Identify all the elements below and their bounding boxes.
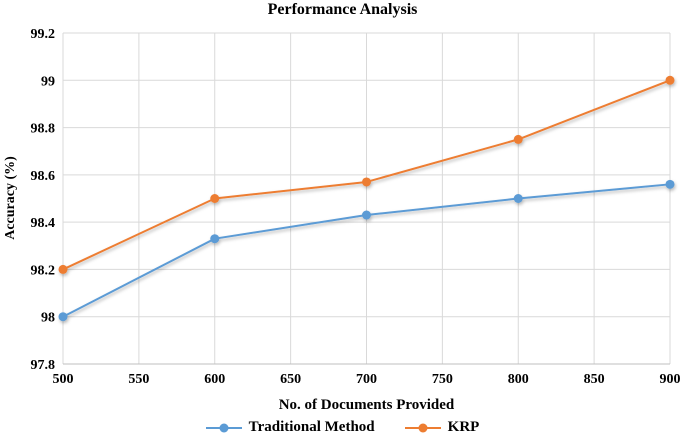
data-point-marker <box>210 234 220 244</box>
y-tick-label: 97.8 <box>31 358 56 373</box>
x-tick-label: 600 <box>204 372 225 387</box>
data-point-marker <box>665 75 675 85</box>
data-point-marker <box>58 312 68 322</box>
x-tick-label: 800 <box>508 372 529 387</box>
x-axis-title: No. of Documents Provided <box>278 397 455 413</box>
data-point-marker <box>362 210 371 220</box>
data-point-marker <box>210 194 220 203</box>
x-tick-label: 550 <box>128 372 149 387</box>
data-point-marker <box>513 194 523 203</box>
data-point-marker <box>513 134 523 144</box>
chart-title: Performance Analysis <box>267 1 418 18</box>
y-tick-label: 98.2 <box>31 263 56 278</box>
y-tick-label: 99 <box>41 74 55 89</box>
y-tick-label: 98 <box>41 311 55 326</box>
legend-line-marker-icon <box>205 423 242 432</box>
x-tick-label: 500 <box>53 372 74 387</box>
series-traditional-method <box>58 179 675 322</box>
x-tick-label: 750 <box>432 372 453 387</box>
series-krp <box>58 75 675 274</box>
y-axis-title: Accuracy (%) <box>3 156 18 240</box>
x-tick-label: 900 <box>660 372 681 387</box>
y-tick-label: 99.2 <box>31 27 56 42</box>
data-point-marker <box>58 264 68 274</box>
data-point-marker <box>362 177 371 187</box>
y-tick-label: 98.8 <box>31 122 56 137</box>
legend: Traditional Method KRP <box>0 419 685 436</box>
data-point-marker <box>665 179 675 189</box>
x-tick-label: 850 <box>584 372 605 387</box>
x-tick-label: 700 <box>356 372 377 387</box>
legend-item-traditional-method: Traditional Method <box>205 419 375 436</box>
legend-item-krp: KRP <box>404 419 480 436</box>
legend-line-marker-icon <box>404 423 441 432</box>
legend-label: KRP <box>447 419 480 435</box>
x-tick-label: 650 <box>280 372 301 387</box>
y-tick-label: 98.4 <box>31 216 56 231</box>
legend-label: Traditional Method <box>248 419 375 435</box>
y-tick-label: 98.6 <box>31 169 56 184</box>
